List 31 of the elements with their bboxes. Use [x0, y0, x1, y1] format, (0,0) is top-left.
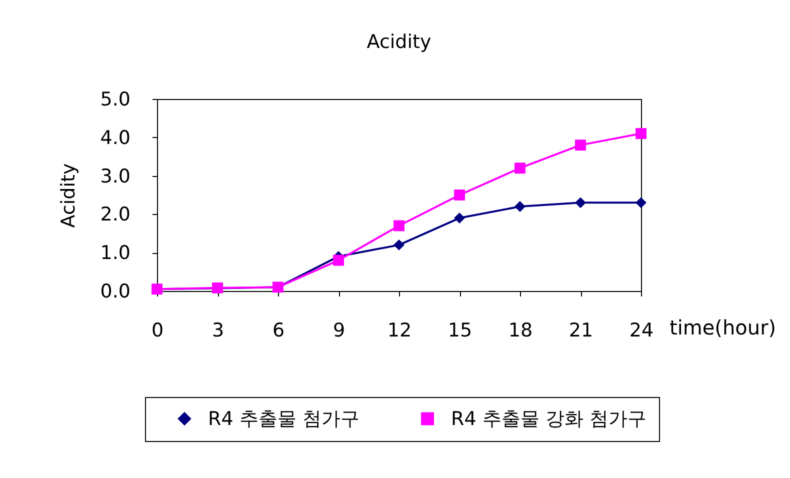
x-tick-label: 15	[448, 320, 472, 342]
x-tick-label: 6	[272, 320, 285, 342]
point	[636, 197, 646, 208]
y-tick-label: 5.0	[100, 88, 130, 110]
point	[454, 212, 465, 224]
y-tick-label: 1.0	[100, 242, 130, 264]
point	[394, 239, 404, 250]
point	[575, 140, 586, 151]
x-tick-label: 0	[151, 320, 164, 342]
y-axis-title: Acidity	[57, 163, 80, 228]
x-tick-label: 9	[332, 320, 346, 342]
x-axis-title: time(hour)	[670, 316, 776, 340]
legend-label: R4 추출물 첨가구	[208, 408, 360, 430]
point	[636, 128, 646, 140]
point	[333, 254, 344, 266]
point	[394, 220, 404, 232]
x-tick-label: 18	[508, 320, 533, 342]
chart-title: Acidity	[366, 31, 432, 53]
y-tick-label: 3.0	[100, 165, 130, 188]
x-tick-label: 3	[212, 320, 224, 342]
point	[514, 201, 526, 212]
x-tick-label: 12	[387, 320, 412, 342]
point	[514, 162, 526, 174]
y-tick-label: 4.0	[100, 126, 130, 149]
y-tick-label: 0.0	[100, 280, 130, 302]
x-tick-label: 21	[568, 320, 594, 342]
point	[575, 197, 586, 208]
x-tick-label: 24	[629, 320, 654, 342]
legend-label: R4 추출물 강화 첨가구	[451, 408, 646, 430]
y-tick-label: 2.0	[100, 204, 130, 226]
point	[454, 190, 465, 200]
